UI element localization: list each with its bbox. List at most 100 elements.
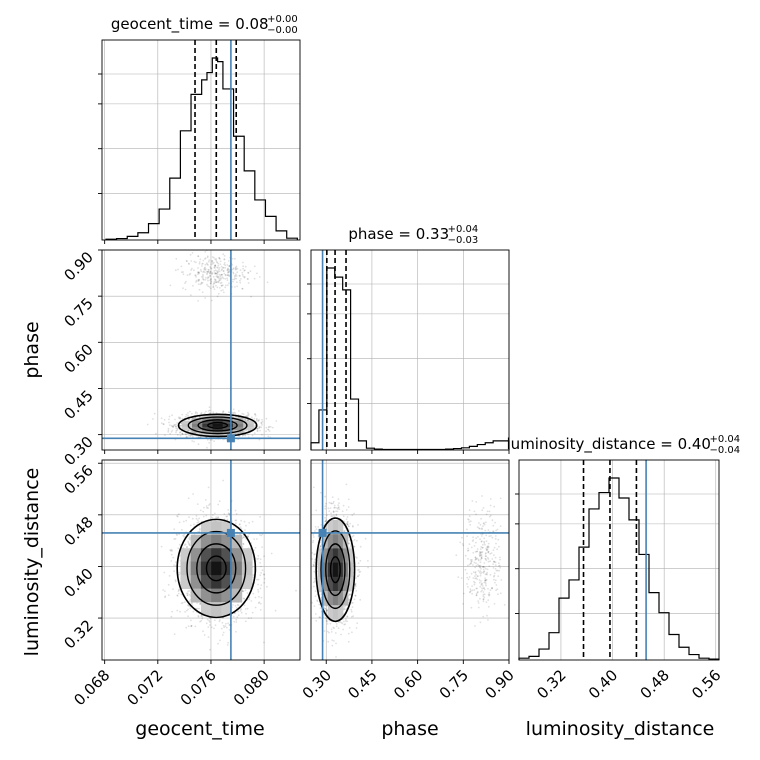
scatter-point: [240, 278, 242, 280]
scatter-point: [198, 529, 201, 531]
title-geocent_time: geocent_time = 0.08 +0.00−0.00: [111, 14, 298, 36]
scatter-point: [197, 521, 200, 523]
scatter-point: [243, 269, 246, 272]
scatter-point: [171, 550, 174, 552]
scatter-point: [184, 433, 187, 435]
scatter-point: [211, 256, 214, 258]
scatter-point: [222, 270, 225, 272]
scatter-point: [220, 281, 223, 284]
scatter-point: [250, 295, 253, 298]
scatter-point: [189, 410, 191, 413]
scatter-point: [172, 426, 175, 428]
scatter-point: [332, 500, 335, 503]
scatter-point: [198, 278, 201, 281]
scatter-point: [258, 438, 261, 441]
scatter-point: [204, 268, 207, 270]
scatter-point: [207, 626, 210, 628]
scatter-point: [218, 267, 221, 269]
density-cell: [221, 521, 232, 536]
scatter-point: [225, 284, 227, 287]
scatter-point: [240, 519, 243, 522]
scatter-point: [176, 422, 179, 424]
scatter-point: [185, 519, 188, 522]
scatter-point: [254, 424, 256, 427]
scatter-point: [215, 284, 217, 287]
density-cell: [192, 426, 203, 431]
scatter-point: [243, 419, 246, 422]
scatter-point: [182, 271, 185, 273]
scatter-point: [259, 516, 261, 518]
scatter-point: [244, 265, 247, 268]
scatter-point: [232, 268, 234, 270]
scatter-point: [259, 534, 261, 536]
scatter-point: [170, 560, 173, 562]
scatter-point: [170, 424, 173, 427]
scatter-point: [199, 258, 202, 261]
scatter-point: [203, 268, 206, 271]
scatter-point: [174, 425, 177, 428]
scatter-point: [196, 503, 199, 505]
scatter-point: [224, 286, 227, 289]
scatter-point: [210, 272, 213, 275]
scatter-point: [215, 516, 218, 519]
title-median: 0.33: [416, 225, 449, 243]
scatter-point: [226, 264, 229, 266]
scatter-point: [226, 268, 229, 271]
density-cell: [243, 420, 254, 425]
scatter-point: [197, 273, 199, 275]
scatter-point: [245, 415, 248, 418]
scatter-point: [184, 611, 187, 613]
scatter-point: [327, 640, 330, 643]
scatter-point: [245, 524, 247, 527]
scatter-point: [197, 283, 200, 285]
scatter-point: [219, 260, 222, 263]
scatter-point: [247, 535, 249, 537]
scatter-point: [186, 546, 188, 548]
scatter-point: [219, 282, 222, 285]
scatter-point: [227, 641, 230, 644]
scatter-point: [220, 627, 223, 630]
scatter-point: [186, 274, 189, 276]
scatter-point: [170, 548, 173, 551]
scatter-point: [227, 271, 230, 273]
scatter-point: [223, 262, 226, 264]
scatter-point: [257, 583, 259, 586]
scatter-point: [259, 609, 262, 611]
scatter-point: [227, 271, 229, 274]
scatter-point: [214, 258, 217, 261]
scatter-point: [236, 267, 239, 270]
density-cell: [202, 433, 213, 437]
scatter-point: [258, 426, 261, 429]
scatter-point: [257, 602, 260, 604]
scatter-point: [202, 279, 205, 281]
scatter-point: [223, 255, 226, 257]
scatter-point: [162, 423, 165, 425]
scatter-point: [247, 414, 250, 417]
density-cell: [190, 575, 202, 589]
scatter-point: [197, 300, 200, 302]
density-cell: [211, 548, 222, 563]
scatter-point: [211, 439, 213, 441]
scatter-point: [189, 538, 192, 541]
scatter-point: [219, 257, 221, 260]
scatter-point: [202, 275, 205, 277]
scatter-point: [222, 291, 225, 294]
scatter-point: [246, 592, 249, 594]
scatter-point: [235, 275, 238, 277]
density-cell: [222, 420, 234, 425]
scatter-point: [195, 279, 198, 282]
truth-marker: [226, 528, 235, 537]
scatter-point: [205, 622, 208, 625]
scatter-point: [178, 588, 181, 591]
scatter-point: [248, 596, 251, 599]
title-minus-phase: −0.03: [448, 235, 479, 246]
scatter-point: [184, 282, 186, 284]
scatter-point: [243, 536, 246, 539]
scatter-point: [197, 271, 200, 274]
scatter-point: [235, 273, 237, 276]
title-minus-geocent_time: −0.00: [267, 25, 298, 36]
scatter-point: [187, 615, 190, 618]
scatter-point: [260, 596, 263, 599]
density-cell: [233, 426, 244, 431]
scatter-point: [189, 524, 192, 527]
